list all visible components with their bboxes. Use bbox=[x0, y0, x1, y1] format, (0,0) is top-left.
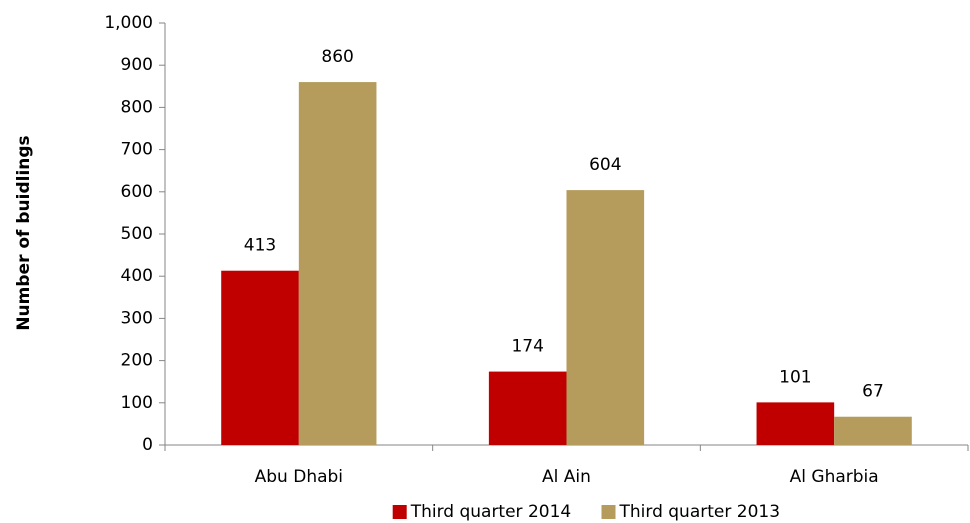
y-tick-label: 800 bbox=[121, 97, 153, 117]
y-tick-label: 500 bbox=[121, 224, 153, 244]
bar bbox=[488, 371, 567, 445]
y-tick-label: 600 bbox=[121, 182, 153, 202]
legend-swatch bbox=[392, 505, 407, 519]
data-label: 413 bbox=[244, 236, 276, 256]
y-tick-label: 100 bbox=[121, 393, 153, 413]
bar bbox=[298, 82, 377, 445]
legend-swatch bbox=[601, 505, 616, 519]
data-label: 67 bbox=[862, 382, 884, 402]
data-label: 101 bbox=[779, 367, 811, 387]
x-tick-label: Al Ain bbox=[542, 467, 591, 487]
y-tick-label: 1,000 bbox=[104, 13, 153, 33]
y-axis-label: Number of buidlings bbox=[14, 135, 34, 330]
bar bbox=[221, 270, 299, 445]
data-label: 174 bbox=[511, 337, 543, 357]
y-tick-label: 400 bbox=[121, 266, 153, 286]
y-tick-label: 300 bbox=[121, 308, 153, 328]
bar bbox=[566, 190, 645, 445]
legend-label: Third quarter 2013 bbox=[619, 502, 781, 522]
bar bbox=[834, 416, 912, 445]
y-tick-label: 200 bbox=[121, 351, 153, 371]
data-label: 860 bbox=[321, 47, 353, 67]
x-tick-label: Abu Dhabi bbox=[255, 467, 343, 487]
bar bbox=[756, 402, 835, 445]
y-tick-label: 700 bbox=[121, 140, 153, 160]
x-tick-label: Al Gharbia bbox=[790, 467, 879, 487]
legend-label: Third quarter 2014 bbox=[410, 502, 572, 522]
y-tick-label: 900 bbox=[121, 55, 153, 75]
y-tick-label: 0 bbox=[142, 435, 153, 455]
data-label: 604 bbox=[589, 155, 621, 175]
